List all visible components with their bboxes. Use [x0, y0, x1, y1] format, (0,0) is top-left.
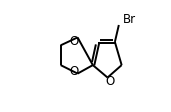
Text: O: O — [70, 34, 79, 47]
Text: O: O — [105, 75, 114, 88]
Text: O: O — [70, 65, 79, 78]
Text: Br: Br — [123, 13, 136, 26]
